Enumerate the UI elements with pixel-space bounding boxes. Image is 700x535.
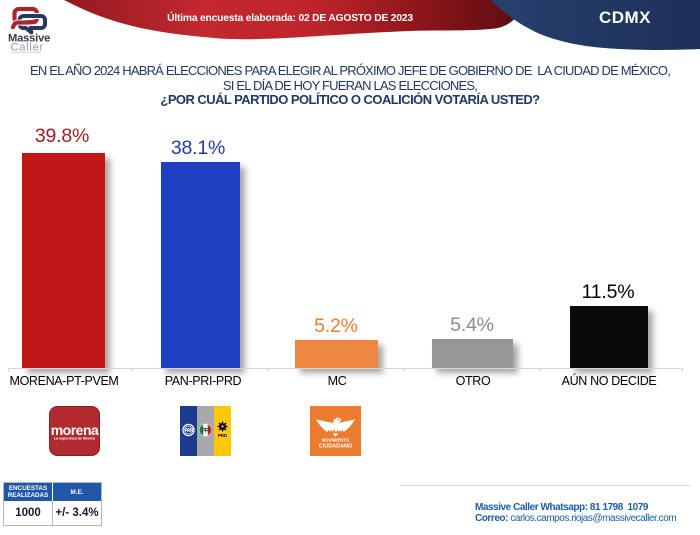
- svg-text:Massive: Massive: [8, 33, 50, 45]
- svg-text:PRD: PRD: [218, 433, 227, 438]
- svg-text:PAN: PAN: [184, 428, 193, 434]
- svg-text:MOVIMIENTO: MOVIMIENTO: [322, 438, 350, 443]
- svg-text:La esperanza de México: La esperanza de México: [54, 437, 96, 441]
- svg-text:CDMX: CDMX: [599, 8, 651, 27]
- svg-text:PRI: PRI: [202, 427, 211, 434]
- svg-text:morena: morena: [51, 422, 99, 438]
- svg-text:Última encuesta elaborada: 02: Última encuesta elaborada: 02 DE AGOSTO …: [167, 11, 413, 24]
- svg-text:CIUDADANO: CIUDADANO: [319, 444, 353, 450]
- svg-text:Caller: Caller: [11, 42, 44, 54]
